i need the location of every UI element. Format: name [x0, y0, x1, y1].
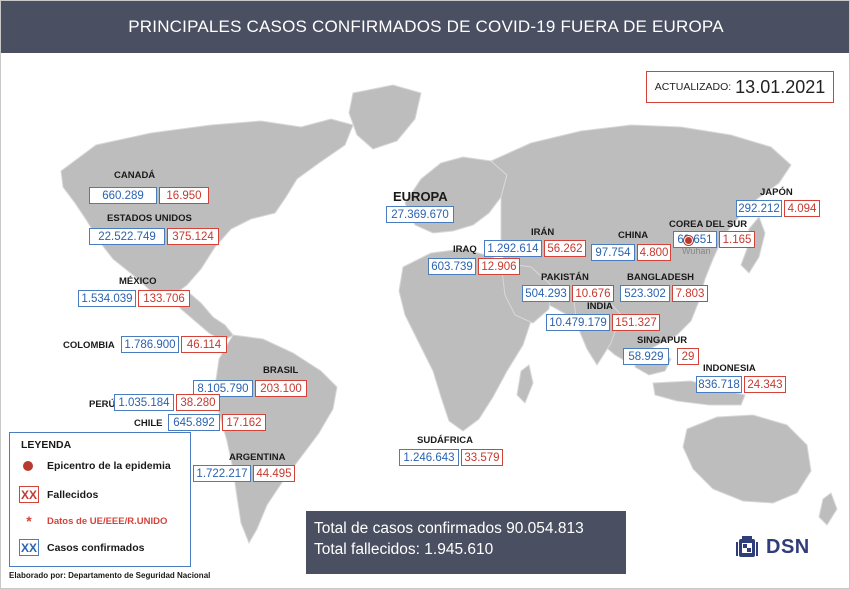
deaths-india: 151.327 [612, 314, 660, 331]
landmass-australia [682, 414, 812, 504]
confirmed-indonesia: 836.718 [696, 376, 742, 393]
country-label-mexico: MÉXICO [119, 276, 157, 287]
wuhan-epicenter-marker [684, 236, 693, 245]
country-label-korea: COREA DEL SUR [669, 219, 748, 230]
confirmed-pakistan: 504.293 [522, 285, 570, 302]
deaths-iraq: 12.906 [478, 258, 520, 275]
legend-row-epicenter: Epicentro de la epidemia [19, 460, 171, 472]
deaths-iran: 56.262 [544, 240, 586, 257]
total-deaths: Total fallecidos: 1.945.610 [314, 541, 494, 558]
deaths-indonesia: 24.343 [744, 376, 786, 393]
deaths-peru: 38.280 [176, 394, 220, 411]
country-label-southafrica: SUDÁFRICA [417, 435, 473, 446]
country-label-peru: PERÚ [89, 399, 116, 410]
deaths-colombia: 46.114 [181, 336, 227, 353]
country-label-brasil: BRASIL [263, 365, 299, 376]
total-confirmed: Total de casos confirmados 90.054.813 [314, 520, 584, 537]
country-label-iran: IRÁN [531, 227, 555, 238]
confirmed-europa: 27.369.670 [386, 206, 454, 223]
country-label-india: INDIA [587, 301, 613, 312]
legend-epicenter-label: Epicentro de la epidemia [47, 460, 171, 472]
credit-line: Elaborado por: Departamento de Seguridad… [9, 571, 211, 580]
confirmed-iraq: 603.739 [428, 258, 476, 275]
country-label-indonesia: INDONESIA [703, 363, 756, 374]
confirmed-japan: 292.212 [736, 200, 782, 217]
confirmed-peru: 1.035.184 [114, 394, 174, 411]
asterisk-icon: * [26, 513, 32, 529]
confirmed-canada: 660.289 [89, 187, 157, 204]
landmass-north-america [60, 118, 354, 298]
logo-text: DSN [766, 535, 810, 558]
confirmed-india: 10.479.179 [546, 314, 610, 331]
country-label-argentina: ARGENTINA [229, 452, 286, 463]
country-label-canada: CANADÁ [114, 170, 156, 181]
deaths-argentina: 44.495 [253, 465, 295, 482]
country-label-colombia: COLOMBIA [63, 340, 115, 351]
country-label-bangladesh: BANGLADESH [627, 272, 695, 283]
dsn-logo: DSN [734, 534, 810, 560]
confirmed-brasil: 8.105.790 [193, 380, 253, 397]
deaths-canada: 16.950 [159, 187, 209, 204]
deaths-mexico: 133.706 [138, 290, 190, 307]
legend-eu-label: Datos de UE/EEE/R.UNIDO [47, 515, 168, 527]
updated-box: ACTUALIZADO: 13.01.2021 [646, 71, 834, 103]
deaths-pakistan: 10.676 [572, 285, 614, 302]
deaths-symbol-icon: XX [19, 486, 39, 503]
deaths-bangladesh: 7.803 [672, 285, 708, 302]
deaths-japan: 4.094 [784, 200, 820, 217]
country-label-europa: EUROPA [393, 189, 448, 204]
legend-title: LEYENDA [21, 439, 72, 451]
updated-label: ACTUALIZADO: [654, 81, 732, 93]
wuhan-label: Wuhan [682, 246, 711, 256]
epicenter-dot-icon [23, 461, 33, 471]
spanish-coat-of-arms-icon [736, 536, 758, 557]
landmass-madagascar [516, 364, 534, 404]
confirmed-chile: 645.892 [168, 414, 220, 431]
country-label-usa: ESTADOS UNIDOS [107, 213, 192, 224]
deaths-brasil: 203.100 [255, 380, 307, 397]
confirmed-argentina: 1.722.217 [193, 465, 251, 482]
legend-deaths-label: Fallecidos [47, 488, 99, 501]
totals-box: Total de casos confirmados 90.054.813 To… [306, 511, 626, 574]
confirmed-symbol-icon: XX [19, 539, 39, 556]
deaths-southafrica: 33.579 [461, 449, 503, 466]
page-title: PRINCIPALES CASOS CONFIRMADOS DE COVID-1… [128, 17, 724, 36]
deaths-singapore: 29 [677, 348, 699, 365]
deaths-usa: 375.124 [167, 228, 219, 245]
country-label-japan: JAPÓN [760, 187, 793, 198]
legend-confirmed-label: Casos confirmados [47, 541, 145, 554]
deaths-chile: 17.162 [222, 414, 266, 431]
legend-row-confirmed: XX Casos confirmados [19, 539, 144, 556]
updated-date: 13.01.2021 [735, 76, 826, 97]
deaths-korea: 1.165 [719, 231, 755, 248]
country-label-pakistan: PAKISTÁN [541, 272, 589, 283]
header-bar: PRINCIPALES CASOS CONFIRMADOS DE COVID-1… [1, 1, 849, 53]
deaths-china: 4.800 [637, 244, 671, 261]
legend-row-deaths: XX Fallecidos [19, 486, 98, 503]
country-label-singapore: SINGAPUR [637, 335, 688, 346]
confirmed-china: 97.754 [591, 244, 635, 261]
country-label-iraq: IRAQ [453, 244, 477, 255]
landmass-africa [398, 248, 532, 432]
confirmed-colombia: 1.786.900 [121, 336, 179, 353]
confirmed-usa: 22.522.749 [89, 228, 165, 245]
landmass-greenland [348, 84, 422, 150]
legend-row-eu: * Datos de UE/EEE/R.UNIDO [19, 513, 167, 529]
country-label-china: CHINA [618, 230, 649, 241]
confirmed-iran: 1.292.614 [484, 240, 542, 257]
legend: LEYENDA Epicentro de la epidemia XX Fall… [9, 432, 191, 567]
confirmed-southafrica: 1.246.643 [399, 449, 459, 466]
confirmed-bangladesh: 523.302 [620, 285, 670, 302]
confirmed-mexico: 1.534.039 [78, 290, 136, 307]
landmass-new-zealand [818, 492, 838, 526]
country-label-chile: CHILE [134, 418, 163, 429]
confirmed-singapore: 58.929 [623, 348, 669, 365]
